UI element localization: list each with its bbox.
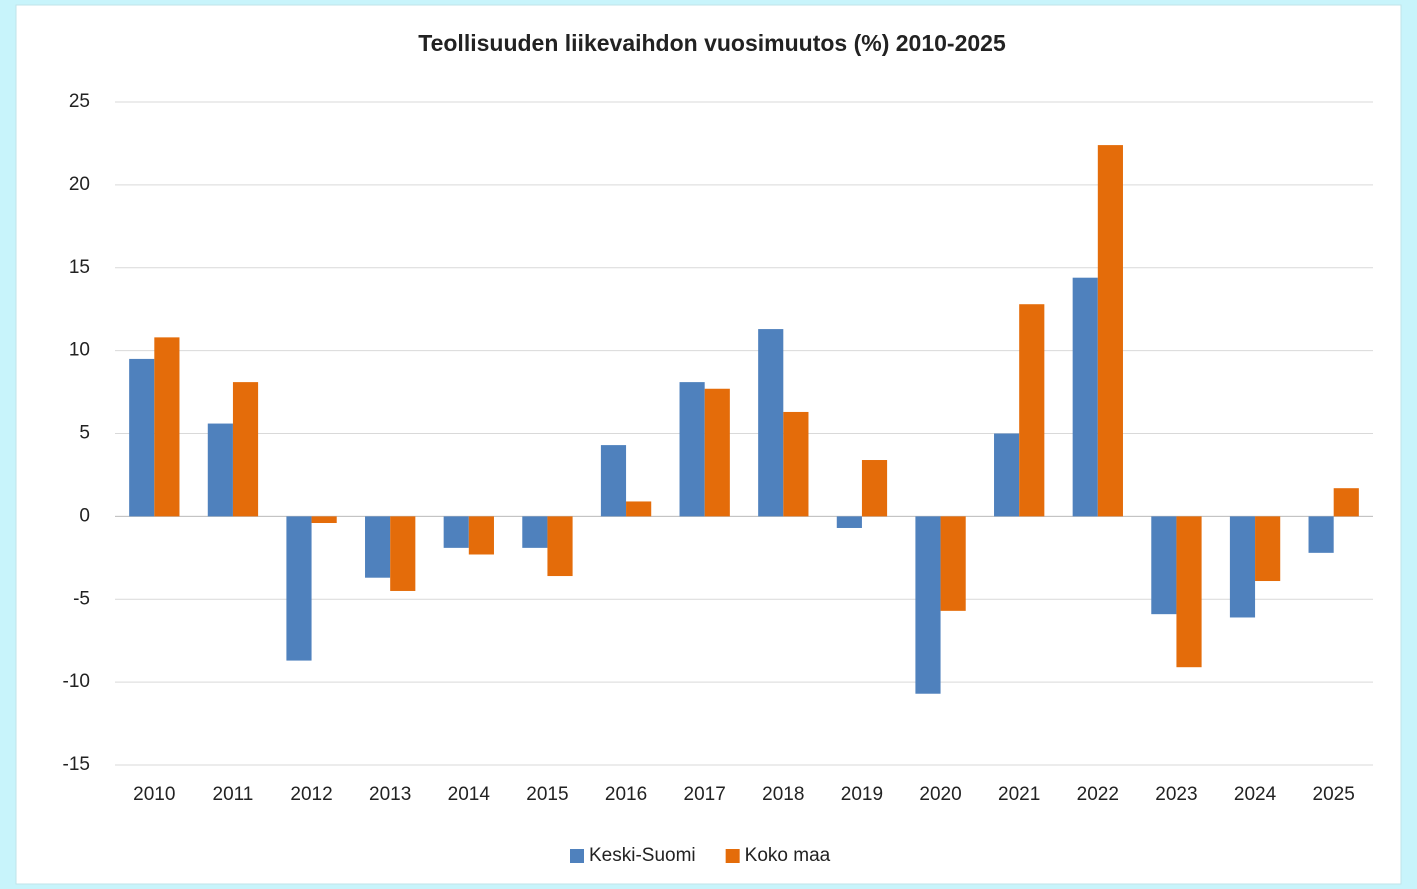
legend-label: Koko maa bbox=[745, 845, 831, 866]
bar bbox=[286, 516, 312, 661]
bar bbox=[1019, 304, 1045, 517]
x-tick-label: 2017 bbox=[684, 784, 726, 805]
x-tick-label: 2011 bbox=[213, 784, 254, 805]
y-tick-label: 20 bbox=[69, 174, 90, 195]
x-tick-label: 2016 bbox=[605, 784, 647, 805]
bar bbox=[129, 358, 155, 517]
bar bbox=[1333, 488, 1359, 517]
x-tick-label: 2021 bbox=[998, 784, 1040, 805]
x-tick-label: 2010 bbox=[133, 784, 175, 805]
bar bbox=[1097, 145, 1123, 517]
bar bbox=[994, 433, 1020, 517]
bar bbox=[626, 501, 652, 517]
x-tick-label: 2020 bbox=[919, 784, 961, 805]
x-tick-label: 2022 bbox=[1077, 784, 1119, 805]
bar bbox=[1308, 516, 1334, 553]
x-tick-label: 2013 bbox=[369, 784, 411, 805]
bar bbox=[783, 411, 809, 517]
y-tick-label: 15 bbox=[69, 257, 90, 278]
bar bbox=[1072, 277, 1098, 517]
bar bbox=[154, 337, 180, 517]
bar bbox=[390, 516, 416, 591]
bar bbox=[522, 516, 548, 548]
y-tick-label: 25 bbox=[69, 91, 90, 112]
legend-swatch bbox=[725, 849, 740, 863]
x-tick-label: 2018 bbox=[762, 784, 804, 805]
bar bbox=[836, 516, 862, 528]
bar bbox=[704, 388, 730, 517]
y-tick-label: 0 bbox=[79, 505, 90, 526]
bar bbox=[758, 329, 784, 517]
bar bbox=[468, 516, 494, 555]
y-tick-label: -15 bbox=[63, 754, 90, 775]
legend-swatch bbox=[570, 849, 584, 863]
x-tick-label: 2023 bbox=[1155, 784, 1197, 805]
bar bbox=[1176, 516, 1202, 668]
bar bbox=[365, 516, 391, 578]
x-tick-label: 2012 bbox=[290, 784, 332, 805]
x-tick-label: 2014 bbox=[448, 784, 491, 805]
y-tick-label: -10 bbox=[63, 671, 90, 692]
bar bbox=[443, 516, 469, 548]
legend-label: Keski-Suomi bbox=[589, 845, 696, 866]
bar bbox=[1151, 516, 1177, 615]
y-tick-label: 5 bbox=[79, 423, 90, 444]
bar bbox=[600, 445, 627, 517]
bar bbox=[311, 516, 337, 524]
x-tick-label: 2025 bbox=[1313, 784, 1355, 805]
bar bbox=[547, 516, 573, 577]
x-tick-label: 2024 bbox=[1234, 784, 1277, 805]
bar bbox=[1229, 516, 1256, 618]
bar bbox=[861, 460, 888, 517]
x-tick-label: 2019 bbox=[841, 784, 883, 805]
bar bbox=[207, 423, 233, 517]
y-tick-label: -5 bbox=[73, 588, 90, 609]
y-tick-label: 10 bbox=[69, 340, 90, 361]
bar bbox=[679, 382, 705, 517]
bar bbox=[1255, 516, 1281, 582]
x-tick-label: 2015 bbox=[526, 784, 568, 805]
chart-title: Teollisuuden liikevaihdon vuosimuutos (%… bbox=[418, 30, 1006, 56]
bar bbox=[915, 516, 941, 694]
bar bbox=[940, 516, 966, 611]
bar bbox=[232, 382, 259, 517]
